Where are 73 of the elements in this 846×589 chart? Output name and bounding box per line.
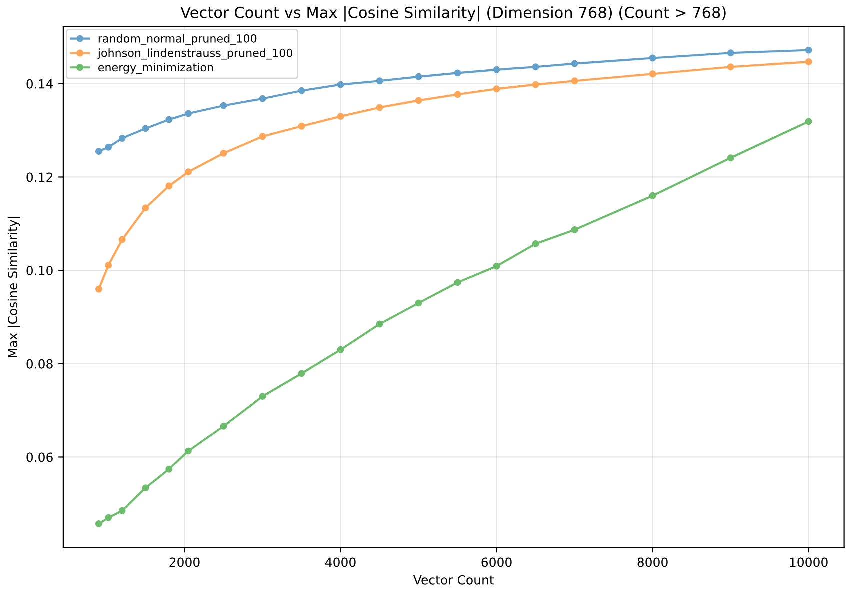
point [649, 54, 656, 62]
point [166, 466, 173, 473]
point [259, 393, 266, 400]
point [727, 50, 734, 57]
point [298, 122, 306, 130]
point [454, 91, 462, 98]
point [571, 78, 578, 85]
y-tick-label: 0.10 [26, 266, 53, 276]
point [337, 113, 344, 120]
point [337, 81, 344, 88]
point [298, 87, 306, 94]
point [376, 78, 384, 85]
point [532, 64, 540, 71]
point [105, 514, 112, 522]
point [727, 64, 734, 71]
point [166, 116, 173, 124]
point [142, 204, 150, 212]
x-tick-label: 8000 [638, 558, 668, 568]
point [118, 135, 126, 142]
legend-label: johnson_lindenstrauss_pruned_100 [98, 48, 293, 60]
point [415, 300, 422, 307]
point [532, 240, 540, 248]
point [142, 125, 150, 132]
point [95, 520, 102, 528]
y-tick-label: 0.14 [26, 79, 54, 89]
point [376, 104, 384, 112]
point [105, 262, 112, 269]
x-tick-label: 4000 [325, 558, 356, 568]
point [493, 262, 500, 270]
point [220, 102, 228, 110]
point [185, 448, 192, 455]
point [649, 192, 656, 200]
point [805, 46, 812, 54]
point [454, 279, 462, 286]
point [185, 168, 192, 176]
point [571, 60, 578, 68]
point [337, 346, 344, 354]
point [805, 58, 812, 66]
point [259, 133, 266, 140]
point [220, 150, 228, 157]
y-axis-title: Max |Cosine Similarity| [8, 217, 20, 358]
point [649, 70, 656, 78]
point [571, 226, 578, 234]
point [95, 148, 102, 156]
point [142, 484, 150, 492]
point [727, 154, 734, 162]
point [415, 97, 422, 104]
y-tick-label: 0.12 [26, 172, 52, 182]
point [118, 507, 126, 514]
point [298, 370, 306, 378]
point [493, 66, 500, 74]
legend-label: energy_minimization [98, 63, 214, 74]
y-tick-label: 0.08 [26, 359, 53, 369]
x-tick-label: 10000 [790, 558, 828, 568]
point [185, 110, 192, 118]
point [376, 320, 384, 328]
x-axis-title: Vector Count [414, 575, 494, 585]
x-tick-label: 6000 [482, 558, 512, 568]
point [118, 236, 126, 244]
y-tick-label: 0.06 [26, 452, 53, 462]
point [454, 70, 462, 77]
point [532, 81, 540, 88]
point [166, 182, 173, 190]
x-tick-label: 2000 [170, 558, 200, 568]
point [259, 95, 266, 102]
chart-title: Vector Count vs Max |Cosine Similarity| (Dimension 768) (Count > 768) [180, 6, 726, 22]
point [95, 286, 102, 293]
point [415, 73, 422, 80]
legend-label: random_normal_pruned_100 [98, 34, 257, 46]
point [805, 118, 812, 126]
point [105, 144, 112, 151]
point [220, 422, 228, 430]
point [493, 86, 500, 93]
